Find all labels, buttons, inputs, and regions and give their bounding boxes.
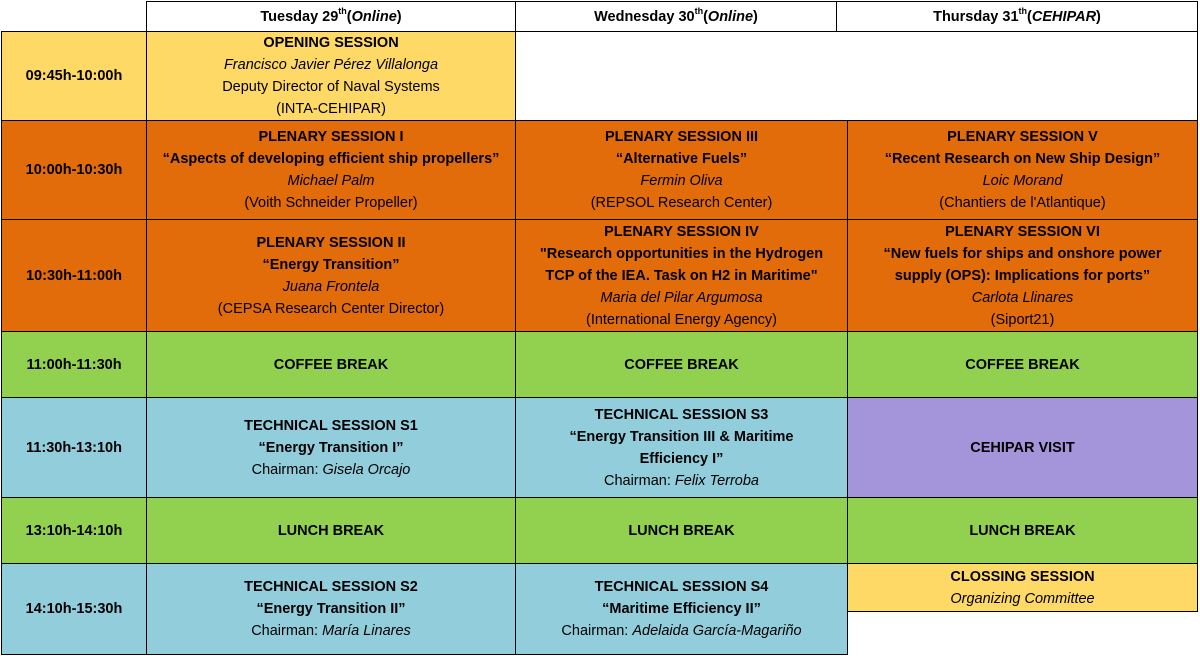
session-topic: “Alternative Fuels” — [615, 151, 748, 167]
header-day-wednesday: Wednesday 30th(Online) — [515, 1, 837, 32]
session-topic-line: Efficiency I” — [639, 450, 724, 467]
plenary-session-2: PLENARY SESSION II “Energy Transition” J… — [146, 219, 516, 332]
time-slot: 10:00h-10:30h — [1, 120, 147, 220]
session-speaker: Michael Palm — [287, 173, 375, 189]
session-committee: Organizing Committee — [950, 590, 1095, 607]
session-title: PLENARY SESSION I — [258, 129, 404, 145]
header-day-thursday: Thursday 31th(CEHIPAR) — [836, 1, 1198, 32]
time-slot: 11:00h-11:30h — [1, 331, 147, 398]
header-day-wednesday-text: Wednesday 30th(Online) — [594, 5, 758, 25]
coffee-break: COFFEE BREAK — [146, 331, 516, 398]
session-chairman: Chairman: Gisela Orcajo — [251, 461, 411, 478]
session-topic: “Maritime Efficiency II” — [602, 601, 761, 617]
session-title: PLENARY SESSION IV — [604, 223, 759, 240]
session-speaker: Maria del Pilar Argumosa — [600, 289, 763, 306]
session-title: OPENING SESSION — [263, 35, 399, 51]
session-speaker: Loic Morand — [982, 173, 1063, 189]
session-chairman: Chairman: María Linares — [251, 623, 411, 639]
plenary-session-3: PLENARY SESSION III “Alternative Fuels” … — [515, 120, 848, 220]
header-day-thursday-text: Thursday 31th(CEHIPAR) — [933, 5, 1101, 25]
time-slot: 13:10h-14:10h — [1, 497, 147, 564]
session-org: (Siport21) — [990, 311, 1055, 328]
session-title: PLENARY SESSION V — [947, 129, 1098, 145]
technical-session-s2: TECHNICAL SESSION S2 “Energy Transition … — [146, 563, 516, 655]
empty-cell — [515, 31, 1198, 121]
session-topic-line: “Energy Transition III & Maritime — [569, 428, 794, 445]
session-org: (INTA-CEHIPAR) — [276, 101, 386, 117]
session-org: (CEPSA Research Center Director) — [217, 300, 445, 317]
coffee-break: COFFEE BREAK — [847, 331, 1198, 398]
session-title: PLENARY SESSION VI — [945, 223, 1100, 240]
session-title: TECHNICAL SESSION S2 — [244, 579, 418, 595]
technical-session-s1: TECHNICAL SESSION S1 “Energy Transition … — [146, 397, 516, 498]
plenary-session-1: PLENARY SESSION I “Aspects of developing… — [146, 120, 516, 220]
session-topic-line: “New fuels for ships and onshore power — [883, 245, 1162, 262]
session-speaker: Francisco Javier Pérez Villalonga — [223, 57, 439, 73]
session-speaker: Carlota Llinares — [971, 289, 1074, 306]
session-org: (International Energy Agency) — [585, 311, 778, 328]
session-topic: “Energy Transition II” — [256, 601, 406, 617]
technical-session-s4: TECHNICAL SESSION S4 “Maritime Efficienc… — [515, 563, 848, 655]
session-title: TECHNICAL SESSION S3 — [594, 406, 769, 423]
closing-session: CLOSSING SESSION Organizing Committee — [847, 563, 1198, 612]
session-role: Deputy Director of Naval Systems — [222, 79, 440, 95]
lunch-break: LUNCH BREAK — [515, 497, 848, 564]
coffee-break: COFFEE BREAK — [515, 331, 848, 398]
session-topic-line: TCP of the IEA. Task on H2 in Maritime" — [545, 267, 818, 284]
session-chairman: Chairman: Adelaida García-Magariño — [561, 623, 802, 639]
lunch-break: LUNCH BREAK — [847, 497, 1198, 564]
lunch-break: LUNCH BREAK — [146, 497, 516, 564]
session-title: TECHNICAL SESSION S1 — [244, 417, 418, 434]
session-topic: “Recent Research on New Ship Design” — [884, 151, 1161, 167]
header-day-tuesday: Tuesday 29th(Online) — [146, 1, 516, 32]
session-topic-line: "Research opportunities in the Hydrogen — [539, 245, 824, 262]
session-topic: “Energy Transition” — [262, 256, 400, 273]
session-topic: “Aspects of developing efficient ship pr… — [162, 151, 500, 167]
session-title: TECHNICAL SESSION S4 — [594, 579, 769, 595]
opening-session: OPENING SESSION Francisco Javier Pérez V… — [146, 31, 516, 121]
session-speaker: Fermin Oliva — [640, 173, 723, 189]
time-slot: 09:45h-10:00h — [1, 31, 147, 121]
session-title: CLOSSING SESSION — [950, 568, 1095, 585]
plenary-session-6: PLENARY SESSION VI “New fuels for ships … — [847, 219, 1198, 332]
session-topic: “Energy Transition I” — [258, 439, 404, 456]
time-slot: 10:30h-11:00h — [1, 219, 147, 332]
time-slot: 14:10h-15:30h — [1, 563, 147, 655]
time-slot: 11:30h-13:10h — [1, 397, 147, 498]
session-title: PLENARY SESSION III — [604, 129, 759, 145]
session-org: (Chantiers de l'Atlantique) — [939, 195, 1106, 211]
plenary-session-5: PLENARY SESSION V “Recent Research on Ne… — [847, 120, 1198, 220]
header-day-tuesday-text: Tuesday 29th(Online) — [260, 5, 402, 25]
cehipar-visit: CEHIPAR VISIT — [847, 397, 1198, 498]
session-topic-line: supply (OPS): Implications for ports” — [894, 267, 1151, 284]
session-speaker: Juana Frontela — [282, 278, 380, 295]
technical-session-s3: TECHNICAL SESSION S3 “Energy Transition … — [515, 397, 848, 498]
session-org: (Voith Schneider Propeller) — [244, 195, 418, 211]
plenary-session-4: PLENARY SESSION IV "Research opportuniti… — [515, 219, 848, 332]
session-chairman: Chairman: Felix Terroba — [603, 472, 759, 489]
session-title: PLENARY SESSION II — [256, 234, 406, 251]
session-org: (REPSOL Research Center) — [590, 195, 773, 211]
